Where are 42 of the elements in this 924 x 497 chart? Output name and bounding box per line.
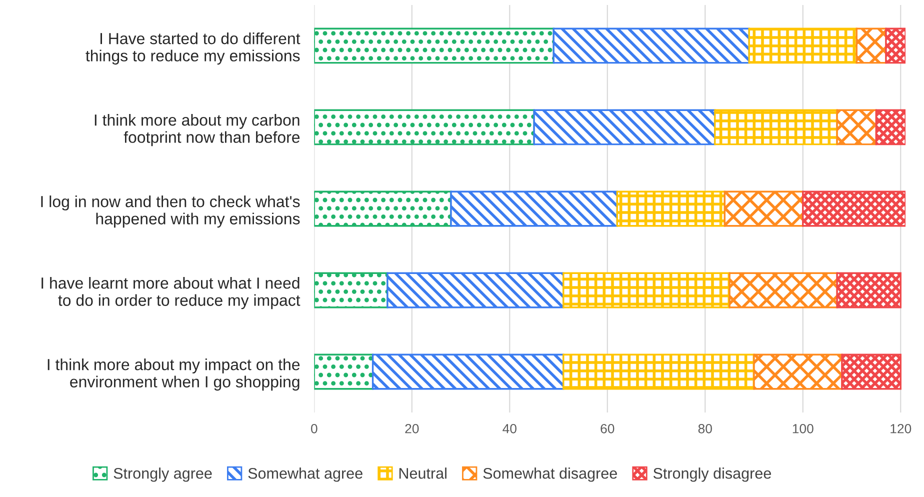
bar — [885, 28, 906, 64]
y-tick-label: I Have started to do different things to reduce my emissions — [86, 32, 300, 65]
bar — [753, 354, 843, 390]
bar — [714, 109, 838, 146]
y-tick-label: I think more about my impact on the environment when I go shopping — [48, 358, 300, 391]
legend-label: Somewhat disagree — [483, 468, 617, 482]
bar — [562, 272, 730, 308]
legend-label: Strongly agree — [114, 468, 212, 482]
bar — [314, 272, 388, 308]
bar — [802, 190, 906, 227]
x-tick-label: 100 — [792, 424, 814, 434]
bar — [728, 272, 838, 308]
bar — [372, 354, 564, 390]
bar — [450, 190, 618, 227]
x-tick-label: 120 — [890, 424, 912, 434]
y-tick-label: I log in now and then to check what's happened with my emissions — [41, 196, 300, 228]
bar — [875, 109, 906, 146]
bar — [616, 190, 726, 227]
bar — [533, 109, 716, 146]
bar — [836, 272, 902, 308]
bar — [314, 354, 374, 390]
bar — [748, 28, 858, 64]
y-tick-label: I think more about my carbon footprint now than before — [94, 114, 300, 146]
bar — [314, 190, 452, 227]
bar — [841, 354, 902, 390]
bar — [562, 354, 755, 390]
bar — [552, 28, 750, 64]
bar — [724, 190, 804, 227]
legend-label: Strongly disagree — [653, 468, 771, 482]
bar — [314, 109, 535, 146]
x-tick-label: 20 — [405, 424, 419, 434]
x-tick-label: 80 — [698, 424, 712, 434]
bar — [836, 109, 878, 146]
x-tick-label: 40 — [502, 424, 516, 434]
x-tick-label: 60 — [600, 424, 614, 434]
y-tick-label: I have learnt more about what I need to do in order to reduce my impact — [42, 277, 300, 310]
x-tick-label: 0 — [311, 424, 318, 434]
bar — [386, 272, 564, 308]
bar — [314, 28, 554, 64]
legend-label: Neutral — [399, 468, 446, 479]
bar — [856, 28, 887, 64]
legend-label: Somewhat agree — [248, 468, 362, 482]
